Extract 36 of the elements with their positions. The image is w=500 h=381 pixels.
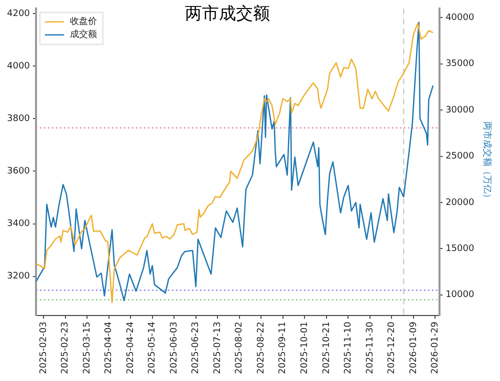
- x-tick-label: 2025-05-14: [148, 321, 158, 374]
- y2-tick-label: 15000: [446, 244, 474, 254]
- x-tick-label: 2025-03-15: [82, 322, 92, 374]
- legend-label: 收盘价: [70, 16, 97, 28]
- x-tick-label: 2025-07-13: [212, 322, 223, 374]
- x-tick-label: 2025-04-04: [104, 321, 114, 374]
- y2-tick-label: 25000: [446, 152, 474, 162]
- y-tick-label: 3400: [7, 219, 30, 230]
- x-tick-label: 2025-10-21: [322, 322, 332, 374]
- x-tick-label: 2025-06-03: [169, 322, 180, 374]
- x-tick-label: 2025-12-20: [387, 321, 398, 374]
- x-tick-label: 2025-09-11: [278, 322, 288, 374]
- y2-tick-label: 20000: [446, 198, 474, 208]
- x-tick-label: 2025-08-22: [256, 322, 266, 374]
- y-tick-label: 3200: [7, 272, 30, 282]
- y-tick-label: 4200: [7, 8, 30, 19]
- y-tick-label: 4000: [7, 62, 30, 72]
- y2-tick-label: 10000: [446, 290, 474, 300]
- x-tick-label: 2025-02-03: [38, 322, 49, 374]
- y2-tick-label: 35000: [446, 59, 474, 70]
- y2-tick-label: 40000: [446, 12, 474, 23]
- y2-axis-title: 两市成交额（万亿）: [481, 122, 492, 203]
- x-tick-label: 2025-10-01: [300, 322, 310, 374]
- y-tick-label: 3600: [7, 166, 30, 177]
- x-tick-label: 2026-01-09: [408, 321, 419, 374]
- x-tick-label: 2025-11-10: [344, 321, 354, 374]
- y-tick-label: 3800: [7, 114, 30, 124]
- chart-title: 两市成交额: [185, 4, 270, 24]
- x-tick-label: 2025-04-24: [126, 321, 136, 374]
- x-tick-label: 2025-11-30: [365, 321, 376, 374]
- x-tick-label: 2025-08-02: [234, 322, 245, 374]
- y2-tick-label: 30000: [446, 105, 474, 116]
- x-tick-label: 2025-02-23: [60, 322, 71, 374]
- legend-label: 成交额: [70, 29, 97, 40]
- x-tick-label: 2025-06-23: [191, 322, 202, 374]
- x-tick-label: 2026-01-29: [430, 321, 441, 374]
